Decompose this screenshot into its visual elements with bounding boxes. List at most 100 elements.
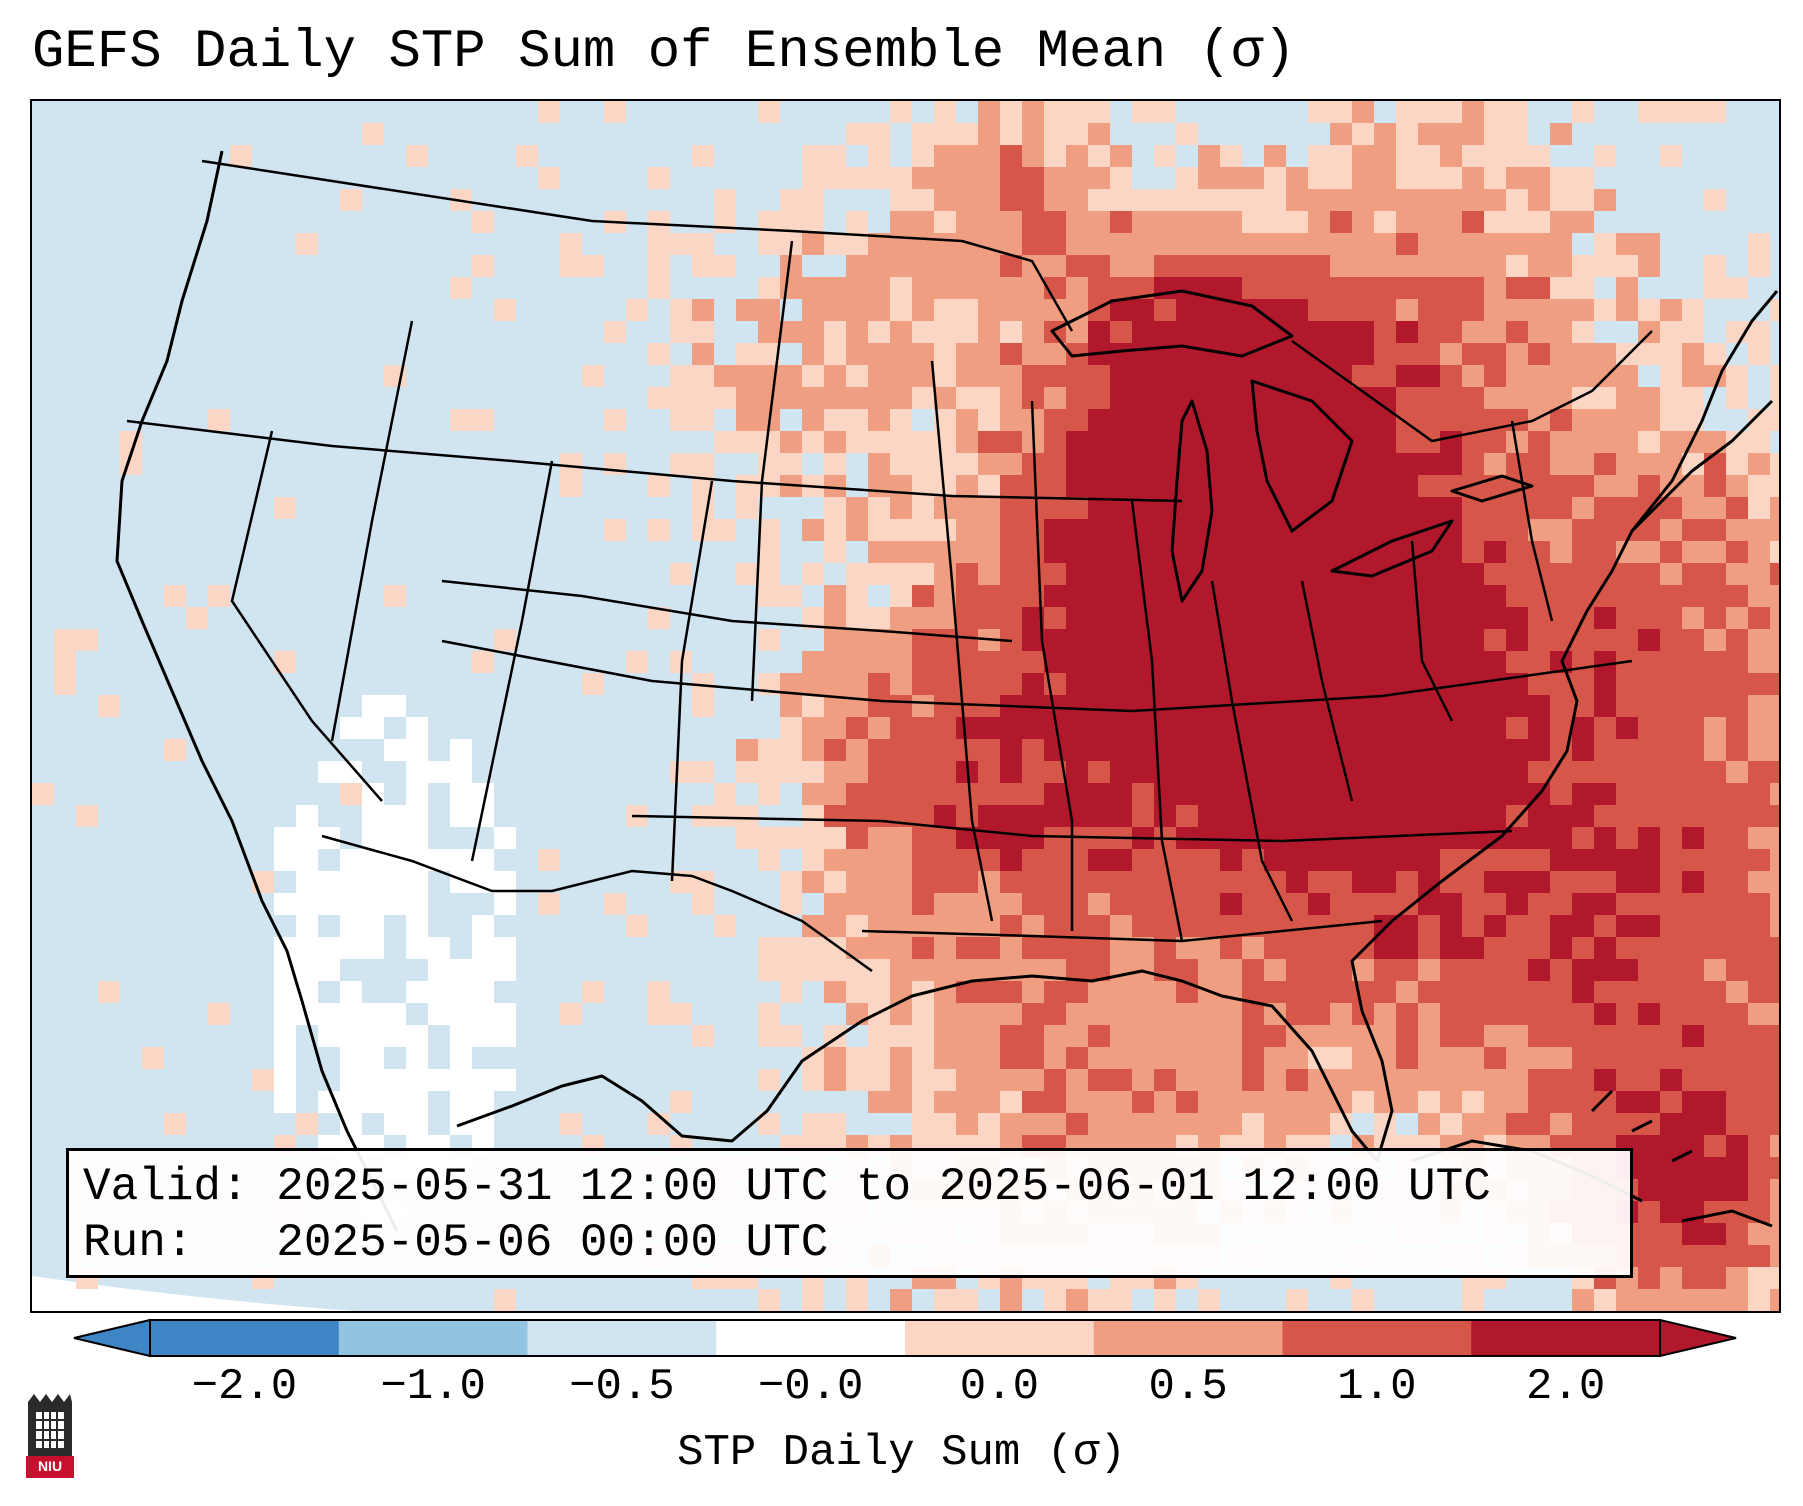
stp-cell bbox=[604, 101, 626, 123]
stp-cell bbox=[1132, 409, 1154, 431]
stp-cell bbox=[450, 849, 472, 871]
colorbar-segments bbox=[73, 1318, 1737, 1358]
stp-cell bbox=[1352, 475, 1374, 497]
stp-cell bbox=[1550, 915, 1572, 937]
stp-cell bbox=[846, 739, 868, 761]
stp-cell bbox=[1594, 409, 1616, 431]
stp-cell bbox=[208, 409, 230, 431]
stp-cell bbox=[934, 651, 956, 673]
stp-cell bbox=[1770, 409, 1779, 431]
stp-cell bbox=[1286, 805, 1308, 827]
stp-cell bbox=[406, 1069, 428, 1091]
stp-cell bbox=[1308, 145, 1330, 167]
stp-cell bbox=[1660, 387, 1682, 409]
stp-cell bbox=[1396, 365, 1418, 387]
stp-cell bbox=[1770, 453, 1779, 475]
stp-cell bbox=[1418, 783, 1440, 805]
stp-cell bbox=[956, 189, 978, 211]
stp-cell bbox=[912, 1025, 934, 1047]
stp-cell bbox=[1484, 101, 1506, 123]
stp-cell bbox=[1484, 739, 1506, 761]
stp-cell bbox=[890, 1003, 912, 1025]
stp-cell bbox=[1374, 123, 1396, 145]
stp-cell bbox=[1110, 1091, 1132, 1113]
stp-cell bbox=[824, 915, 846, 937]
stp-cell bbox=[1154, 651, 1176, 673]
stp-cell bbox=[1220, 233, 1242, 255]
stp-cell bbox=[1550, 1003, 1572, 1025]
stp-cell bbox=[1770, 1179, 1779, 1201]
stp-cell bbox=[1506, 1003, 1528, 1025]
stp-cell bbox=[1132, 321, 1154, 343]
stp-cell bbox=[868, 145, 890, 167]
stp-cell bbox=[1726, 849, 1748, 871]
stp-cell bbox=[1748, 497, 1770, 519]
stp-cell bbox=[868, 409, 890, 431]
stp-cell bbox=[890, 255, 912, 277]
stp-cell bbox=[1044, 563, 1066, 585]
stp-cell bbox=[846, 1047, 868, 1069]
stp-cell bbox=[1506, 431, 1528, 453]
stp-cell bbox=[956, 1003, 978, 1025]
stp-cell bbox=[1176, 123, 1198, 145]
stp-cell bbox=[956, 365, 978, 387]
stp-cell bbox=[318, 1003, 340, 1025]
northeast-coastline bbox=[1630, 290, 1779, 532]
stp-cell bbox=[1154, 695, 1176, 717]
stp-cell bbox=[1308, 607, 1330, 629]
stp-cell bbox=[1484, 1113, 1506, 1135]
coastlines bbox=[115, 150, 1779, 1232]
stp-cell bbox=[1044, 937, 1066, 959]
stp-cell bbox=[1506, 937, 1528, 959]
stp-cell bbox=[1528, 1047, 1550, 1069]
stp-cell bbox=[1352, 607, 1374, 629]
stp-cell bbox=[868, 497, 890, 519]
stp-cell bbox=[1616, 695, 1638, 717]
stp-cell bbox=[1638, 805, 1660, 827]
stp-cell bbox=[1418, 167, 1440, 189]
stp-cell bbox=[1704, 1135, 1726, 1157]
stp-cell bbox=[472, 651, 494, 673]
stp-cell bbox=[1770, 1025, 1779, 1047]
stp-cell bbox=[1132, 717, 1154, 739]
stp-cell bbox=[340, 761, 362, 783]
stp-cell bbox=[846, 343, 868, 365]
stp-cell bbox=[1242, 299, 1264, 321]
stp-cell bbox=[1044, 893, 1066, 915]
stp-cell bbox=[1506, 651, 1528, 673]
stp-cell bbox=[1352, 365, 1374, 387]
stp-cell bbox=[1396, 585, 1418, 607]
stp-cell bbox=[802, 717, 824, 739]
stp-cell bbox=[1638, 585, 1660, 607]
map-panel bbox=[30, 99, 1781, 1313]
stp-cell bbox=[1572, 255, 1594, 277]
stp-cell bbox=[1418, 101, 1440, 123]
stp-cell bbox=[1110, 541, 1132, 563]
stp-cell bbox=[1506, 453, 1528, 475]
stp-cell bbox=[1396, 497, 1418, 519]
stp-cell bbox=[912, 629, 934, 651]
stp-cell bbox=[648, 519, 670, 541]
stp-cell bbox=[362, 849, 384, 871]
stp-cell bbox=[1352, 1289, 1374, 1311]
stp-cell bbox=[384, 1003, 406, 1025]
stp-cell bbox=[868, 1047, 890, 1069]
stp-cell bbox=[890, 585, 912, 607]
stp-cell bbox=[1242, 453, 1264, 475]
stp-cell bbox=[1176, 167, 1198, 189]
stp-cell bbox=[758, 1069, 780, 1091]
stp-cell bbox=[1044, 849, 1066, 871]
stp-cell bbox=[1330, 1003, 1352, 1025]
stp-cell bbox=[912, 651, 934, 673]
stp-cell bbox=[1572, 1047, 1594, 1069]
stp-cell bbox=[824, 365, 846, 387]
stp-cell bbox=[1418, 959, 1440, 981]
stp-cell bbox=[868, 717, 890, 739]
stp-cell bbox=[1022, 519, 1044, 541]
stp-cell bbox=[1484, 607, 1506, 629]
stp-cell bbox=[1264, 563, 1286, 585]
stp-cell bbox=[1550, 1113, 1572, 1135]
stp-cell bbox=[1616, 717, 1638, 739]
stp-cell bbox=[1088, 805, 1110, 827]
stp-cell bbox=[252, 1069, 274, 1091]
